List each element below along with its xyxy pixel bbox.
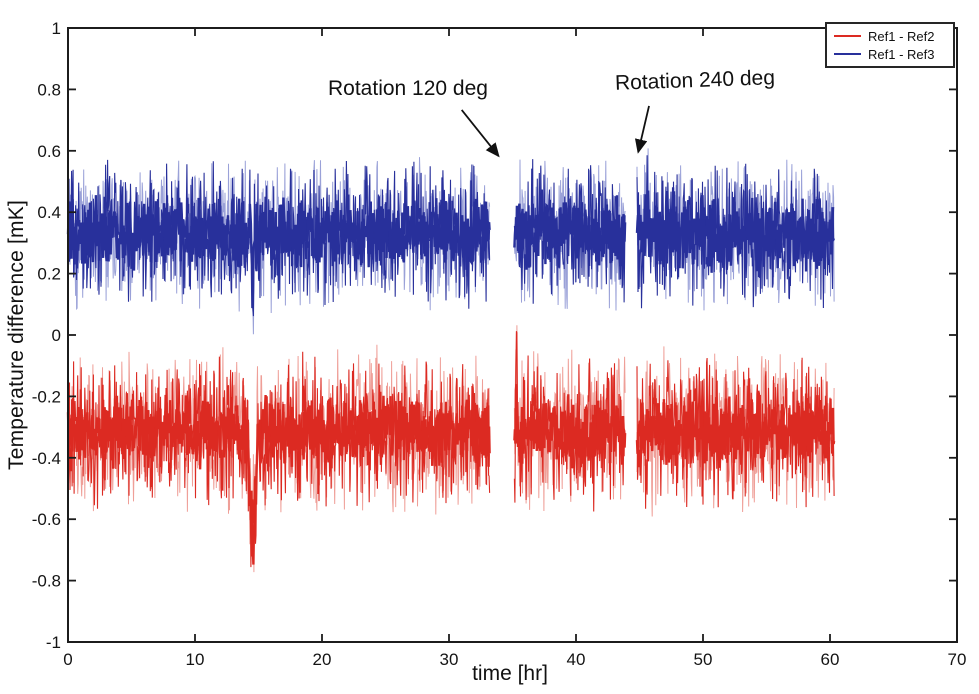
svg-text:1: 1 [52,19,61,38]
svg-text:60: 60 [821,650,840,669]
y-axis-label: Temperature difference [mK] [5,200,28,470]
svg-text:0: 0 [63,650,72,669]
svg-text:-0.2: -0.2 [32,387,61,406]
svg-text:0.2: 0.2 [37,265,61,284]
svg-text:10: 10 [186,650,205,669]
svg-text:50: 50 [694,650,713,669]
svg-text:-0.6: -0.6 [32,510,61,529]
svg-text:0.4: 0.4 [37,203,61,222]
legend-label: Ref1 - Ref2 [868,28,935,44]
svg-text:-0.8: -0.8 [32,572,61,591]
svg-text:0.8: 0.8 [37,80,61,99]
svg-text:20: 20 [313,650,332,669]
svg-text:0: 0 [52,326,61,345]
svg-text:-0.4: -0.4 [32,449,61,468]
x-axis-label: time [hr] [472,662,548,685]
svg-text:70: 70 [948,650,967,669]
legend-item-ref1-ref2: Ref1 - Ref2 [831,27,949,45]
legend: Ref1 - Ref2 Ref1 - Ref3 [825,22,955,68]
svg-text:30: 30 [440,650,459,669]
svg-text:0.6: 0.6 [37,142,61,161]
legend-line-sample-blue [834,53,861,55]
svg-text:-1: -1 [46,633,61,652]
legend-item-ref1-ref3: Ref1 - Ref3 [831,45,949,63]
legend-label: Ref1 - Ref3 [868,46,935,62]
legend-line-sample-red [834,35,861,37]
svg-text:40: 40 [567,650,586,669]
annotation-rotation-120: Rotation 120 deg [328,77,488,100]
